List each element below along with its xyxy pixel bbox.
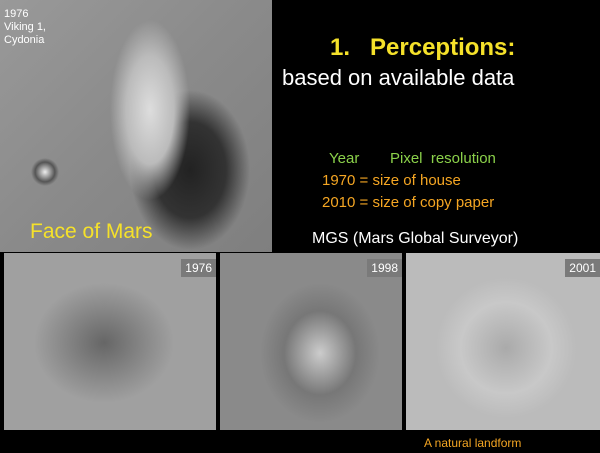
footer-caption: A natural landform [424,436,521,450]
slide: 1976 Viking 1, Cydonia Face of Mars 1. P… [0,0,600,453]
panel-photo: 1976 [4,253,216,430]
subtitle: based on available data [282,65,514,91]
panel-photo: 1998 [220,253,402,430]
panel-year: 1998 [367,259,402,277]
panel-year: 1976 [181,259,216,277]
title: 1. Perceptions: [330,34,515,62]
panel-photo: 2001 [406,253,600,430]
inset-mission: Viking 1, [4,21,46,33]
inset-year: 1976 [4,8,28,20]
mgs-label: MGS (Mars Global Surveyor) [312,230,518,248]
resolution-row: 1970 = size of house [322,172,461,189]
panel-year: 2001 [565,259,600,277]
inset-caption: Face of Mars [30,220,153,244]
resolution-header: Pixel resolution [390,150,496,167]
year-header: Year [329,150,359,167]
resolution-row: 2010 = size of copy paper [322,194,494,211]
inset-site: Cydonia [4,34,44,46]
